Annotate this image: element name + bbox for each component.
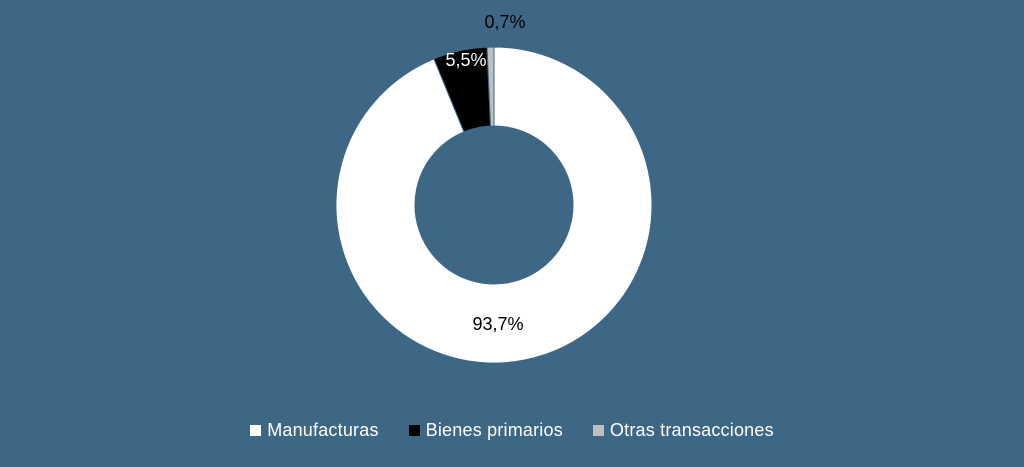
legend-item-otras-transacciones: Otras transacciones [592, 420, 774, 441]
legend-swatch-manufacturas [250, 425, 262, 436]
legend-swatch-otras-transacciones [592, 425, 604, 436]
data-label-bienes-primarios: 5,5% [445, 50, 486, 70]
donut-slice-otras-transacciones [486, 46, 495, 127]
chart-legend: Manufacturas Bienes primarios Otras tran… [0, 420, 1024, 441]
legend-label-bienes-primarios: Bienes primarios [425, 420, 563, 440]
data-label-manufacturas: 93,7% [472, 314, 523, 334]
legend-item-manufacturas: Manufacturas [250, 420, 378, 441]
data-label-otras-transacciones: 0,7% [484, 12, 525, 32]
legend-label-otras-transacciones: Otras transacciones [609, 420, 774, 440]
legend-item-bienes-primarios: Bienes primarios [408, 420, 563, 441]
donut-slice-manufacturas [335, 46, 653, 364]
legend-swatch-bienes-primarios [408, 425, 420, 436]
legend-label-manufacturas: Manufacturas [267, 420, 379, 440]
